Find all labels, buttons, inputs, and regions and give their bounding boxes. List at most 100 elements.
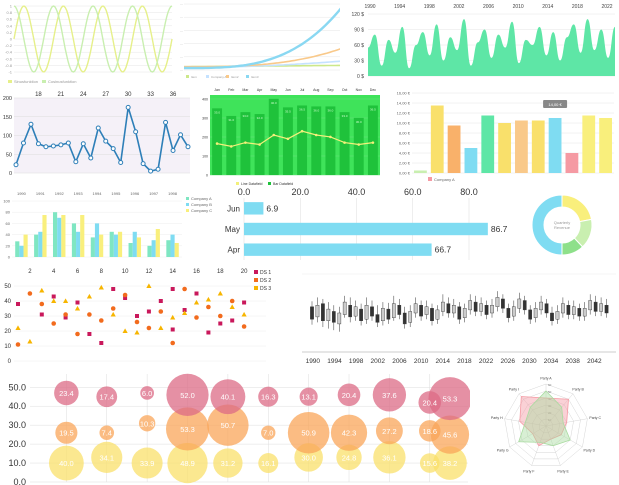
scatter-point: [51, 298, 57, 303]
bubble-svg: 50.0 40.0 30.0 20.0 10.0 0.0 23.4 17.4 6.0 52.0 40…: [8, 373, 470, 485]
bubble: [258, 386, 279, 407]
scatter-point: [146, 309, 151, 314]
scatter-point: [15, 342, 21, 347]
bar: [212, 108, 223, 175]
x-tick-label: 16: [193, 269, 200, 275]
data-point: [125, 104, 131, 110]
x-tick-label: 1998: [349, 358, 364, 365]
horizontal-bar-chart: 0.0 20.0 40.0 60.0 80.0 Jun 6.9 May 86.7 Apr 66.7: [222, 186, 518, 264]
legend-swatch: [186, 75, 189, 78]
candle-body: [479, 303, 483, 312]
candle-body: [446, 303, 451, 314]
y-tick-label: 0.2: [6, 30, 12, 35]
bar: [38, 231, 43, 257]
data-label: 36.5: [370, 107, 376, 111]
data-point: [35, 141, 41, 147]
category-label: May: [225, 225, 240, 234]
scatter-point: [99, 318, 104, 323]
data-point: [65, 140, 71, 146]
x-tick-label: Mar: [242, 88, 249, 92]
radar-ring: [525, 404, 567, 446]
y-tick-label: 40.0: [8, 401, 26, 411]
series-line-1: [13, 5, 173, 73]
bubble: [99, 425, 115, 441]
x-tick-label: 18: [217, 269, 224, 275]
bar: [15, 241, 20, 257]
y-tick-label: 6,00 €: [399, 141, 411, 146]
data-point: [140, 161, 146, 167]
y-tick-label: —: [180, 55, 183, 59]
x-tick-label: 1996: [130, 191, 140, 196]
candle-body: [337, 312, 342, 325]
x-tick-label: 2018: [457, 358, 472, 365]
candle-body: [451, 305, 456, 314]
bubble-label: 53.3: [443, 395, 458, 404]
x-tick-label: 2014: [542, 4, 553, 10]
bubble-label: 6.0: [142, 389, 152, 398]
y-tick-label: -1: [8, 70, 12, 75]
x-tick-label: Oct: [342, 88, 347, 92]
ring-label: 40: [548, 397, 552, 401]
bubble-label: 23.4: [59, 389, 74, 398]
scatter-point: [182, 286, 187, 292]
scatter-point: [87, 332, 92, 336]
scatter-point: [170, 340, 175, 346]
y-tick-label: 400: [202, 98, 208, 102]
candle-body: [331, 311, 336, 323]
candle-body: [495, 297, 500, 307]
horizontal-bar-svg: 0.0 20.0 40.0 60.0 80.0 Jun 6.9 May 86.7 Apr 66.7: [225, 187, 508, 260]
scatter-point: [86, 293, 92, 299]
y-tick-label: 80: [6, 210, 11, 215]
scatter-point: [74, 305, 81, 311]
bar: [61, 215, 66, 257]
bubble: [299, 387, 318, 406]
scatter-point: [158, 325, 164, 330]
x-tick-label: 1995: [111, 191, 121, 196]
data-point: [258, 143, 261, 146]
y-tick-label: 100: [202, 155, 208, 159]
bubble: [375, 417, 403, 445]
legend-swatch: [206, 75, 209, 78]
y-tick-label: 0: [206, 174, 208, 178]
bar: [414, 170, 427, 173]
candle-body: [582, 308, 587, 317]
bubble-label: 37.6: [382, 391, 397, 400]
candle-body: [457, 306, 462, 320]
x-tick-label: 1994: [327, 358, 342, 365]
y-tick-label: 30: [4, 314, 11, 320]
bar: [23, 234, 28, 257]
x-tick-label: Aug: [313, 88, 319, 92]
scatter-point: [135, 314, 139, 318]
ring-label: 50: [548, 390, 552, 394]
scatter-point: [158, 309, 164, 314]
candle-body: [473, 301, 478, 312]
bubble-label: 20.4: [342, 391, 357, 400]
candle-body: [550, 312, 554, 321]
data-label: 36.0: [327, 108, 333, 112]
y-tick-label: 40: [6, 232, 11, 237]
scatter-point: [218, 313, 223, 319]
category-label: Jun: [227, 204, 240, 213]
y-tick-label: 150: [3, 115, 12, 121]
candle-body: [441, 301, 445, 312]
y-tick-label: 16,00 €: [397, 91, 411, 96]
price-area-svg: 120 $ 90 $ 60 $ 30 $ 0 $ 1990 1994 1998 2002 2006…: [351, 4, 615, 80]
candle-body: [490, 305, 494, 314]
y-tick-label: —: [180, 29, 183, 33]
scatter-point: [218, 321, 223, 326]
candle-body: [462, 308, 467, 318]
bubble: [167, 442, 208, 484]
data-point: [215, 142, 219, 145]
radar-axis-label: Party A: [540, 377, 552, 381]
y-tick-label: 10,00 €: [397, 121, 411, 126]
candle-body: [391, 303, 396, 318]
bubble-label: 27.2: [382, 427, 397, 436]
bar: [297, 105, 308, 175]
x-tick-label: 2022: [479, 358, 494, 365]
bar: [57, 217, 62, 257]
series-line: [216, 130, 373, 148]
data-point: [185, 144, 191, 150]
scatter-point: [110, 311, 116, 317]
company-grouped-bar-chart: 100 80 60 40 20 0 1990 1991 1992 1993 1994 1995 1996…: [0, 187, 222, 265]
bar: [71, 223, 77, 257]
